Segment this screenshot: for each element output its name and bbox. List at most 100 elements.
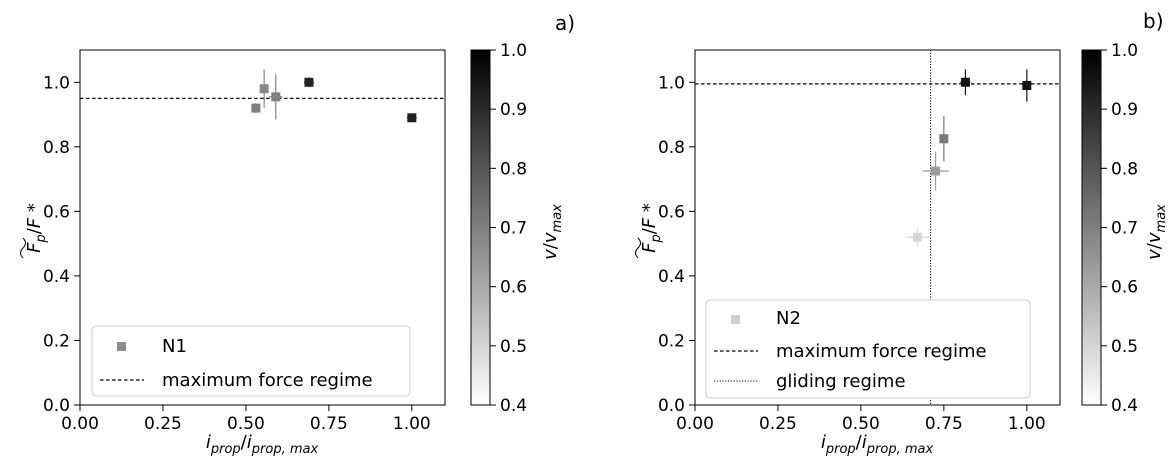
panel-b-x-tick-label: 1.00	[1008, 414, 1046, 434]
panel-b-label: b)	[1143, 9, 1164, 33]
panel-b-marker	[1022, 81, 1032, 90]
panel-b-x-axis-label: iprop/iprop, max	[821, 432, 934, 457]
panel-b-colorbar-bar	[1081, 49, 1102, 406]
panel-b-colorbar-ticks: 0.4 0.5 0.6 0.7 0.8 0.9 1.0	[1101, 41, 1138, 416]
panel-b-y-axis-label: Fp/F *	[635, 203, 664, 259]
panel-b-colorbar-tick-label: 1.0	[1111, 41, 1138, 61]
panel-a-colorbar-bar	[470, 49, 491, 406]
panel-a-marker	[251, 103, 261, 113]
panel-a-colorbar-tick-label: 0.9	[500, 100, 527, 120]
panel-a-data-point	[303, 77, 314, 88]
panel-b-reference-lines	[695, 50, 1060, 405]
panel-a-colorbar-tick-label: 0.7	[500, 219, 527, 239]
panel-b-colorbar-label: v/vmax	[1144, 204, 1169, 260]
svg-text:Fp/F *: Fp/F *	[639, 203, 664, 253]
panel-a-x-ticks: 0.00 0.25 0.50 0.75 1.00	[61, 405, 431, 434]
panel-b-legend: N2 maximum force regime gliding regime	[705, 299, 1031, 399]
panel-a-colorbar-tick-label: 0.6	[500, 278, 527, 298]
panel-b: b) 0.00 0.25 0.50 0.75 1.00 0.0 0.2 0.4 0.6 0.8 1…	[635, 9, 1169, 457]
panel-b-y-tick-label: 0.2	[658, 331, 685, 351]
panel-a-colorbar-tick-label: 0.5	[500, 337, 527, 357]
panel-b-data-point	[922, 151, 949, 191]
panel-b-data-point	[960, 69, 971, 96]
panel-b-data-point	[939, 116, 949, 162]
panel-b-axes-frame	[694, 49, 1061, 406]
panel-a-colorbar-tick-label: 0.8	[500, 159, 527, 179]
panel-a-colorbar-label: v/vmax	[540, 204, 565, 260]
panel-b-data-points	[905, 69, 1032, 247]
panel-b-marker	[912, 232, 922, 242]
panel-b-x-tick-label: 0.75	[925, 414, 963, 434]
panel-a-x-tick-label: 0.25	[144, 414, 182, 434]
panel-b-legend-label-max-force: maximum force regime	[776, 341, 987, 362]
panel-a-y-tick-label: 0.4	[43, 267, 70, 287]
panel-b-y-ticks: 0.0 0.2 0.4 0.6 0.8 1.0	[658, 73, 695, 416]
panel-a-marker	[407, 113, 417, 123]
panel-b-y-tick-label: 0.8	[658, 138, 685, 158]
panel-b-colorbar-tick-label: 0.4	[1111, 396, 1138, 416]
panel-b-legend-marker-n2	[731, 315, 740, 324]
panel-a: a) 0.00 0.25 0.50 0.75 1.00 0.0 0.2 0.4 0.6 0.8 1…	[20, 11, 575, 457]
panel-b-y-tick-label: 0.4	[658, 267, 685, 287]
panel-a-colorbar-tick-label: 1.0	[500, 41, 527, 61]
svg-text:iprop/iprop, max: iprop/iprop, max	[206, 432, 319, 457]
panel-b-legend-label-n2: N2	[776, 308, 801, 329]
panel-b-y-tick-label: 0.0	[658, 396, 685, 416]
panel-a-x-tick-label: 0.50	[227, 414, 265, 434]
panel-a-data-points	[251, 69, 417, 123]
panel-a-data-point	[251, 103, 261, 113]
panel-b-legend-label-gliding: gliding regime	[776, 371, 906, 392]
panel-b-x-ticks: 0.00 0.25 0.50 0.75 1.00	[676, 405, 1046, 434]
panel-a-legend: N1 maximum force regime	[91, 325, 411, 397]
panel-a-data-point	[406, 113, 417, 123]
svg-text:iprop/iprop, max: iprop/iprop, max	[821, 432, 934, 457]
panel-b-x-tick-label: 0.00	[676, 414, 714, 434]
panel-a-colorbar: 0.4 0.5 0.6 0.7 0.8 0.9 1.0 v/vmax	[470, 41, 565, 416]
panel-b-marker	[960, 77, 970, 87]
panel-a-colorbar-tick-label: 0.4	[500, 396, 527, 416]
panel-b-colorbar-tick-label: 0.7	[1111, 219, 1138, 239]
panel-a-legend-box	[91, 325, 411, 397]
panel-a-marker	[271, 92, 281, 102]
panel-a-plot-area: 0.00 0.25 0.50 0.75 1.00 0.0 0.2 0.4 0.6 0.8 1.0	[43, 49, 446, 434]
panel-b-data-point	[905, 227, 929, 247]
panel-a-y-tick-label: 0.2	[43, 331, 70, 351]
panel-b-colorbar-tick-label: 0.8	[1111, 159, 1138, 179]
panel-b-y-tick-label: 1.0	[658, 73, 685, 93]
panel-b-x-tick-label: 0.50	[842, 414, 880, 434]
panel-b-plot-area: 0.00 0.25 0.50 0.75 1.00 0.0 0.2 0.4 0.6 0.8 1.0	[658, 49, 1061, 434]
panel-b-x-tick-label: 0.25	[759, 414, 797, 434]
panel-b-colorbar-tick-label: 0.6	[1111, 278, 1138, 298]
panel-a-x-axis-label: iprop/iprop, max	[206, 432, 319, 457]
panel-a-x-tick-label: 0.00	[61, 414, 99, 434]
panel-b-colorbar: 0.4 0.5 0.6 0.7 0.8 0.9 1.0 v/vmax	[1081, 41, 1169, 416]
panel-b-y-tick-label: 0.6	[658, 202, 685, 222]
panel-a-y-axis-label: Fp/F *	[20, 203, 49, 259]
panel-a-legend-marker-n1	[117, 342, 126, 351]
panel-a-y-tick-label: 1.0	[43, 73, 70, 93]
panel-b-marker	[931, 166, 941, 176]
panel-a-marker	[304, 77, 314, 87]
svg-text:v/vmax: v/vmax	[1144, 204, 1169, 260]
panel-a-x-tick-label: 1.00	[393, 414, 431, 434]
panel-a-y-tick-label: 0.6	[43, 202, 70, 222]
panel-b-data-point	[1022, 69, 1032, 102]
panel-b-legend-box	[705, 299, 1031, 399]
panel-a-y-tick-label: 0.8	[43, 138, 70, 158]
panel-a-x-tick-label: 0.75	[310, 414, 348, 434]
panel-a-axes-frame	[79, 49, 446, 406]
panel-b-marker	[939, 134, 949, 144]
panel-a-legend-label-max-force: maximum force regime	[162, 370, 373, 391]
panel-a-y-ticks: 0.0 0.2 0.4 0.6 0.8 1.0	[43, 73, 80, 416]
svg-text:Fp/F *: Fp/F *	[24, 203, 49, 253]
svg-text:v/vmax: v/vmax	[540, 204, 565, 260]
panel-a-data-point	[259, 69, 269, 109]
panel-a-label: a)	[555, 11, 575, 35]
panel-a-legend-label-n1: N1	[162, 336, 187, 357]
panel-b-colorbar-tick-label: 0.5	[1111, 337, 1138, 357]
panel-a-y-tick-label: 0.0	[43, 396, 70, 416]
panel-a-marker	[259, 84, 269, 94]
panel-a-colorbar-ticks: 0.4 0.5 0.6 0.7 0.8 0.9 1.0	[490, 41, 527, 416]
panel-b-colorbar-tick-label: 0.9	[1111, 100, 1138, 120]
